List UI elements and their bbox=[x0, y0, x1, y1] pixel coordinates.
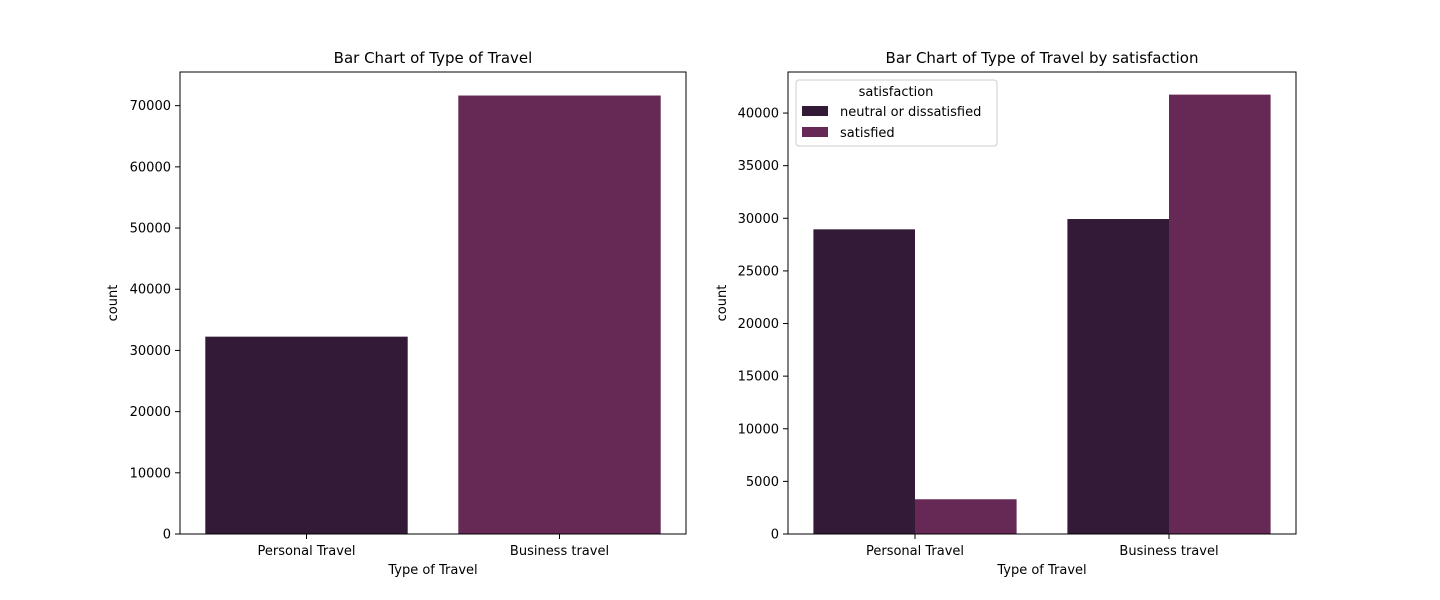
y-axis-ticks: 0 5000 10000 15000 20000 25000 30000 35000 40000 bbox=[738, 107, 788, 543]
y-tick-label: 70000 bbox=[130, 99, 171, 114]
plot-frame bbox=[179, 71, 687, 535]
y-tick-label: 25000 bbox=[738, 264, 779, 279]
x-tick-label: Personal Travel bbox=[866, 544, 964, 559]
chart-title: Bar Chart of Type of Travel by satisfact… bbox=[886, 49, 1199, 67]
y-axis-label: count bbox=[106, 285, 121, 322]
x-axis-label: Type of Travel bbox=[996, 563, 1086, 578]
x-tick-label: Personal Travel bbox=[257, 544, 355, 559]
bar bbox=[1169, 94, 1271, 534]
bar bbox=[1067, 219, 1169, 534]
legend-item: satisfied bbox=[802, 126, 895, 141]
bar bbox=[458, 95, 661, 534]
legend-swatch bbox=[802, 127, 828, 137]
y-tick-label: 30000 bbox=[738, 212, 779, 227]
y-tick-label: 0 bbox=[771, 528, 779, 543]
x-tick-label: Business travel bbox=[1119, 544, 1218, 559]
y-tick-label: 40000 bbox=[130, 283, 171, 298]
chart-type-of-travel: Bar Chart of Type of Travel 0 10000 20000 3… bbox=[106, 49, 687, 578]
y-tick-label: 40000 bbox=[738, 107, 779, 122]
x-axis-label: Type of Travel bbox=[387, 563, 477, 578]
y-axis-ticks: 0 10000 20000 30000 40000 50000 60000 70000 bbox=[130, 99, 180, 543]
y-tick-label: 50000 bbox=[130, 222, 171, 237]
plot-frame bbox=[787, 71, 1297, 535]
x-tick-label: Business travel bbox=[510, 544, 609, 559]
x-axis-ticks: Personal Travel Business travel bbox=[257, 534, 609, 559]
legend-label: satisfied bbox=[840, 126, 895, 141]
chart-title: Bar Chart of Type of Travel bbox=[334, 49, 533, 67]
y-tick-label: 0 bbox=[163, 528, 171, 543]
y-tick-label: 20000 bbox=[738, 317, 779, 332]
bar bbox=[205, 336, 408, 534]
y-tick-label: 35000 bbox=[738, 159, 779, 174]
legend-item: neutral or dissatisfied bbox=[802, 105, 981, 120]
bar bbox=[915, 499, 1017, 534]
chart-type-of-travel-by-satisfaction: Bar Chart of Type of Travel by satisfact… bbox=[715, 49, 1297, 578]
y-tick-label: 5000 bbox=[746, 475, 779, 490]
y-tick-label: 20000 bbox=[130, 405, 171, 420]
y-tick-label: 10000 bbox=[738, 422, 779, 437]
y-tick-label: 30000 bbox=[130, 344, 171, 359]
bar bbox=[813, 229, 915, 534]
y-axis-label: count bbox=[715, 285, 730, 322]
y-tick-label: 60000 bbox=[130, 160, 171, 175]
legend-box bbox=[795, 79, 998, 147]
legend-swatch bbox=[802, 106, 828, 116]
legend-label: neutral or dissatisfied bbox=[840, 105, 981, 120]
legend-title: satisfaction bbox=[859, 85, 934, 100]
legend: satisfaction neutral or dissatisfied sat… bbox=[795, 79, 998, 147]
bars bbox=[813, 94, 1271, 534]
bars bbox=[205, 95, 661, 534]
x-axis-ticks: Personal Travel Business travel bbox=[866, 534, 1219, 559]
y-tick-label: 15000 bbox=[738, 370, 779, 385]
y-tick-label: 10000 bbox=[130, 466, 171, 481]
